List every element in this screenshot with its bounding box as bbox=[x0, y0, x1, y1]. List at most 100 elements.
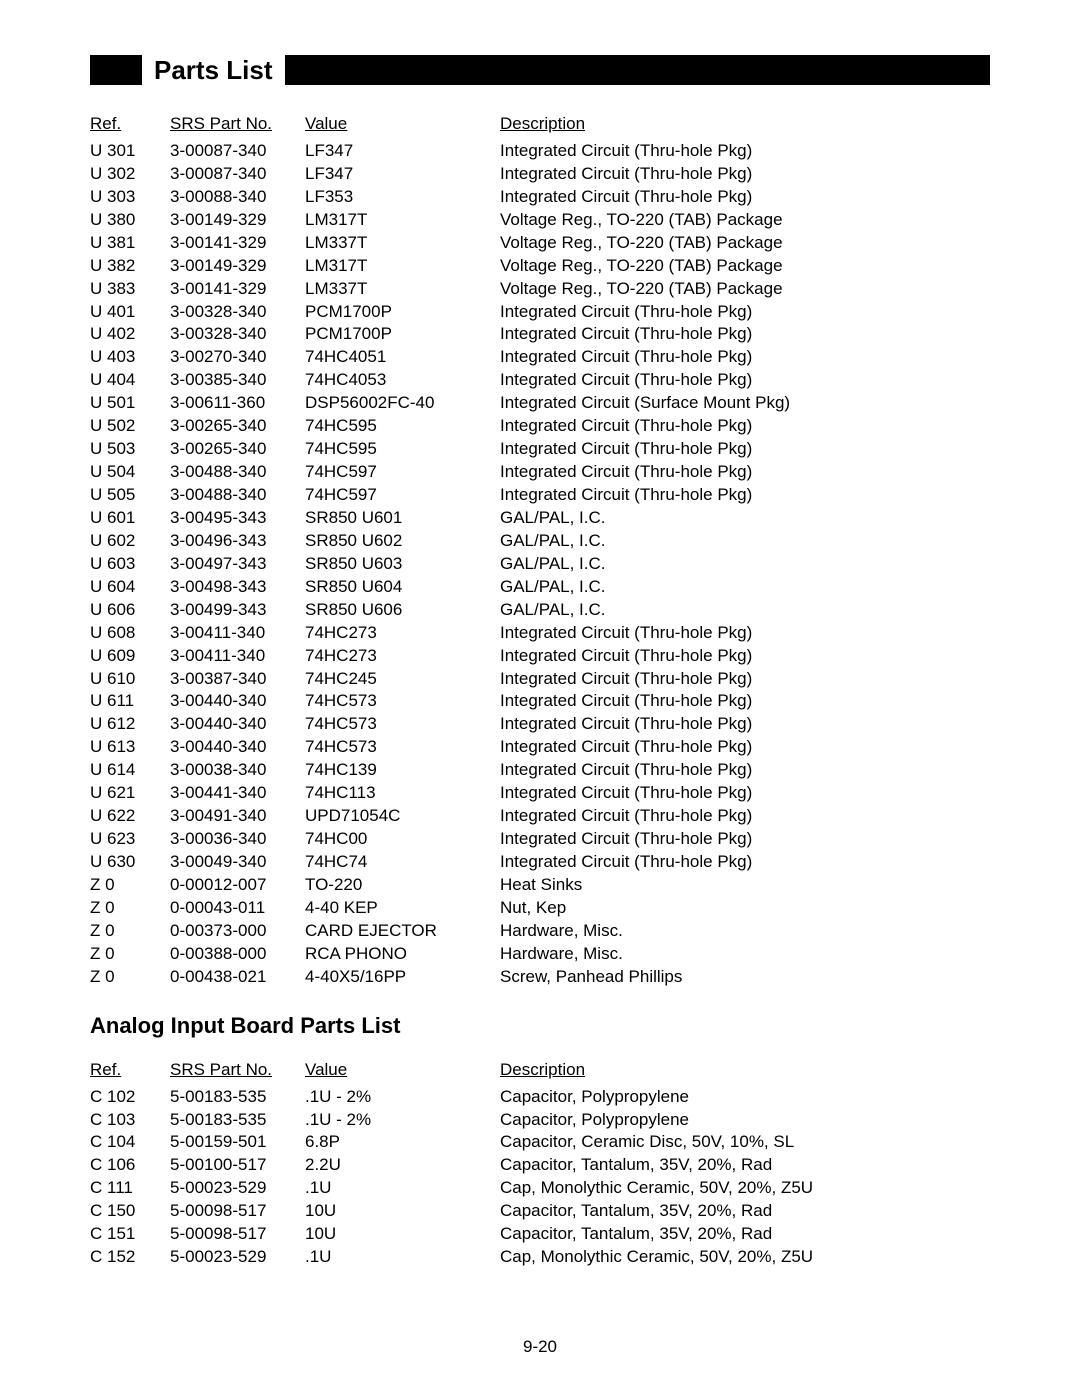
cell-ref: Z 0 bbox=[90, 874, 170, 897]
table-row: U 6043-00498-343SR850 U604GAL/PAL, I.C. bbox=[90, 576, 990, 599]
cell-part: 3-00087-340 bbox=[170, 163, 305, 186]
cell-value: PCM1700P bbox=[305, 323, 500, 346]
cell-ref: U 601 bbox=[90, 507, 170, 530]
cell-value: .1U - 2% bbox=[305, 1109, 500, 1132]
cell-desc: Integrated Circuit (Thru-hole Pkg) bbox=[500, 186, 990, 209]
cell-part: 3-00411-340 bbox=[170, 645, 305, 668]
cell-ref: U 403 bbox=[90, 346, 170, 369]
cell-value: 74HC4051 bbox=[305, 346, 500, 369]
cell-ref: U 382 bbox=[90, 255, 170, 278]
table-row: Z 00-00043-0114-40 KEPNut, Kep bbox=[90, 897, 990, 920]
table-row: U 6213-00441-34074HC113Integrated Circui… bbox=[90, 782, 990, 805]
cell-part: 3-00385-340 bbox=[170, 369, 305, 392]
cell-part: 5-00183-535 bbox=[170, 1086, 305, 1109]
cell-desc: Integrated Circuit (Surface Mount Pkg) bbox=[500, 392, 990, 415]
cell-value: 74HC4053 bbox=[305, 369, 500, 392]
cell-part: 3-00440-340 bbox=[170, 736, 305, 759]
cell-ref: C 104 bbox=[90, 1131, 170, 1154]
cell-ref: U 604 bbox=[90, 576, 170, 599]
column-header-part: SRS Part No. bbox=[170, 1059, 305, 1086]
table-row: C 1035-00183-535.1U - 2%Capacitor, Polyp… bbox=[90, 1109, 990, 1132]
page: Parts List Ref.SRS Part No.ValueDescript… bbox=[0, 0, 1080, 1397]
cell-value: 74HC595 bbox=[305, 438, 500, 461]
cell-desc: Cap, Monolythic Ceramic, 50V, 20%, Z5U bbox=[500, 1246, 990, 1269]
cell-desc: Integrated Circuit (Thru-hole Pkg) bbox=[500, 668, 990, 691]
cell-desc: Nut, Kep bbox=[500, 897, 990, 920]
table-row: C 1525-00023-529.1UCap, Monolythic Ceram… bbox=[90, 1246, 990, 1269]
cell-part: 3-00499-343 bbox=[170, 599, 305, 622]
cell-value: 74HC113 bbox=[305, 782, 500, 805]
cell-part: 3-00328-340 bbox=[170, 323, 305, 346]
table-row: U 6013-00495-343SR850 U601GAL/PAL, I.C. bbox=[90, 507, 990, 530]
cell-desc: Integrated Circuit (Thru-hole Pkg) bbox=[500, 759, 990, 782]
cell-part: 5-00098-517 bbox=[170, 1200, 305, 1223]
cell-desc: Capacitor, Polypropylene bbox=[500, 1086, 990, 1109]
cell-desc: Screw, Panhead Phillips bbox=[500, 966, 990, 989]
column-header-ref: Ref. bbox=[90, 1059, 170, 1086]
cell-part: 3-00491-340 bbox=[170, 805, 305, 828]
cell-desc: Capacitor, Tantalum, 35V, 20%, Rad bbox=[500, 1223, 990, 1246]
table-row: U 6113-00440-34074HC573Integrated Circui… bbox=[90, 690, 990, 713]
column-header-desc: Description bbox=[500, 113, 990, 140]
table-row: U 3813-00141-329LM337TVoltage Reg., TO-2… bbox=[90, 232, 990, 255]
table-row: Z 00-00388-000RCA PHONOHardware, Misc. bbox=[90, 943, 990, 966]
table-row: U 6143-00038-34074HC139Integrated Circui… bbox=[90, 759, 990, 782]
cell-ref: U 606 bbox=[90, 599, 170, 622]
cell-value: 74HC597 bbox=[305, 461, 500, 484]
cell-value: SR850 U606 bbox=[305, 599, 500, 622]
cell-value: SR850 U602 bbox=[305, 530, 500, 553]
cell-value: 74HC74 bbox=[305, 851, 500, 874]
tables-host: Ref.SRS Part No.ValueDescriptionU 3013-0… bbox=[90, 113, 990, 1269]
cell-part: 3-00270-340 bbox=[170, 346, 305, 369]
cell-value: 74HC573 bbox=[305, 690, 500, 713]
cell-ref: U 622 bbox=[90, 805, 170, 828]
cell-part: 3-00087-340 bbox=[170, 140, 305, 163]
cell-value: LM337T bbox=[305, 278, 500, 301]
cell-ref: U 610 bbox=[90, 668, 170, 691]
cell-desc: Heat Sinks bbox=[500, 874, 990, 897]
cell-part: 3-00497-343 bbox=[170, 553, 305, 576]
cell-desc: GAL/PAL, I.C. bbox=[500, 530, 990, 553]
cell-value: .1U - 2% bbox=[305, 1086, 500, 1109]
page-title: Parts List bbox=[142, 55, 285, 86]
cell-desc: Capacitor, Polypropylene bbox=[500, 1109, 990, 1132]
cell-desc: Hardware, Misc. bbox=[500, 920, 990, 943]
cell-value: SR850 U603 bbox=[305, 553, 500, 576]
cell-ref: U 608 bbox=[90, 622, 170, 645]
table-row: U 5013-00611-360DSP56002FC-40Integrated … bbox=[90, 392, 990, 415]
cell-ref: U 614 bbox=[90, 759, 170, 782]
cell-value: 6.8P bbox=[305, 1131, 500, 1154]
cell-ref: U 404 bbox=[90, 369, 170, 392]
cell-ref: U 612 bbox=[90, 713, 170, 736]
cell-ref: U 623 bbox=[90, 828, 170, 851]
section-title: Analog Input Board Parts List bbox=[90, 1013, 990, 1039]
cell-part: 3-00265-340 bbox=[170, 438, 305, 461]
cell-value: 74HC245 bbox=[305, 668, 500, 691]
cell-desc: Integrated Circuit (Thru-hole Pkg) bbox=[500, 461, 990, 484]
cell-value: 74HC273 bbox=[305, 622, 500, 645]
cell-desc: Integrated Circuit (Thru-hole Pkg) bbox=[500, 369, 990, 392]
cell-desc: Integrated Circuit (Thru-hole Pkg) bbox=[500, 346, 990, 369]
table-row: U 6083-00411-34074HC273Integrated Circui… bbox=[90, 622, 990, 645]
table-row: C 1505-00098-51710UCapacitor, Tantalum, … bbox=[90, 1200, 990, 1223]
cell-desc: Voltage Reg., TO-220 (TAB) Package bbox=[500, 232, 990, 255]
cell-desc: Capacitor, Ceramic Disc, 50V, 10%, SL bbox=[500, 1131, 990, 1154]
cell-desc: Integrated Circuit (Thru-hole Pkg) bbox=[500, 140, 990, 163]
table-row: U 3013-00087-340LF347Integrated Circuit … bbox=[90, 140, 990, 163]
cell-ref: U 609 bbox=[90, 645, 170, 668]
table-row: U 3023-00087-340LF347Integrated Circuit … bbox=[90, 163, 990, 186]
cell-desc: Integrated Circuit (Thru-hole Pkg) bbox=[500, 301, 990, 324]
cell-desc: Integrated Circuit (Thru-hole Pkg) bbox=[500, 828, 990, 851]
table-row: U 3033-00088-340LF353Integrated Circuit … bbox=[90, 186, 990, 209]
table-row: U 4023-00328-340PCM1700PIntegrated Circu… bbox=[90, 323, 990, 346]
cell-ref: U 501 bbox=[90, 392, 170, 415]
column-header-value: Value bbox=[305, 113, 500, 140]
cell-value: 74HC573 bbox=[305, 736, 500, 759]
cell-part: 0-00438-021 bbox=[170, 966, 305, 989]
column-header-value: Value bbox=[305, 1059, 500, 1086]
cell-value: 4-40X5/16PP bbox=[305, 966, 500, 989]
cell-value: CARD EJECTOR bbox=[305, 920, 500, 943]
cell-ref: U 505 bbox=[90, 484, 170, 507]
cell-ref: Z 0 bbox=[90, 897, 170, 920]
cell-desc: Capacitor, Tantalum, 35V, 20%, Rad bbox=[500, 1200, 990, 1223]
